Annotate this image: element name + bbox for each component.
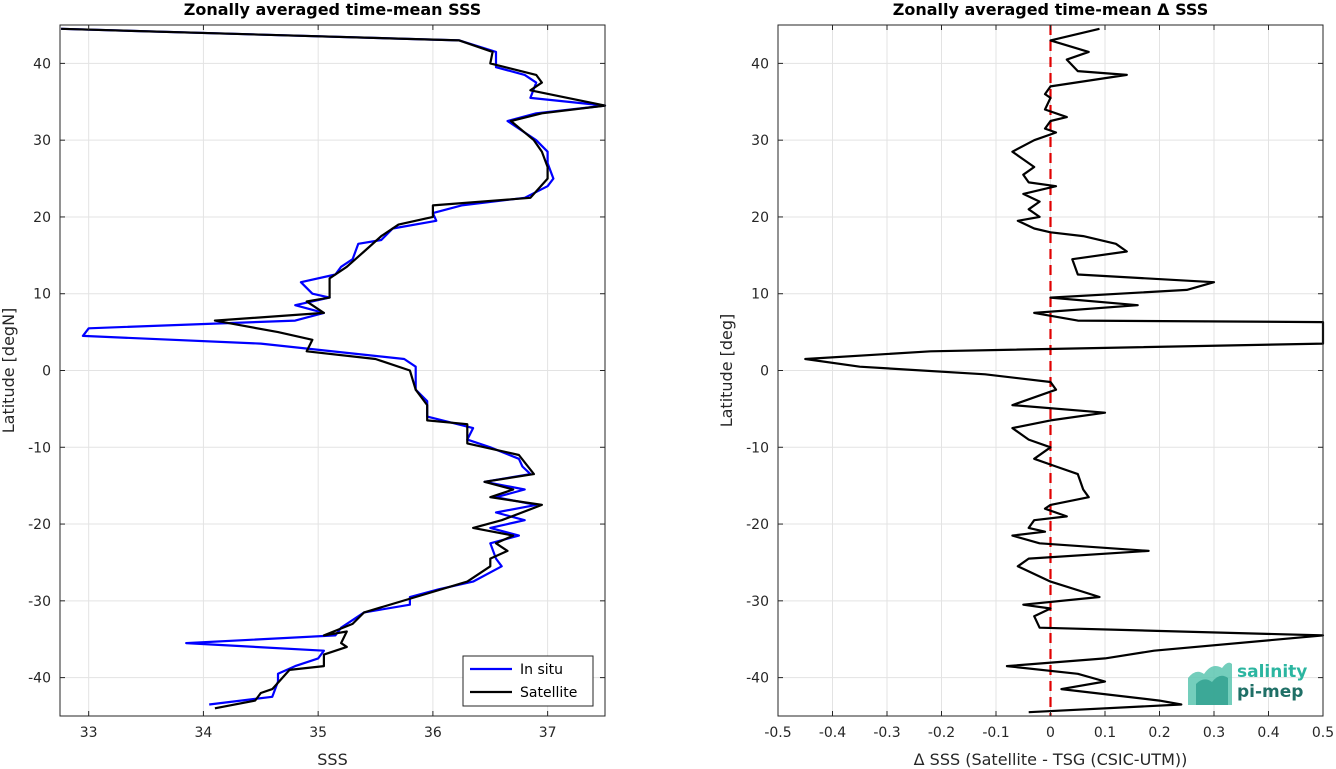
right-y-tick-label: -20 [746,517,769,533]
right-y-tick-label: 10 [751,287,769,303]
left-x-tick-label: 36 [424,725,442,741]
right-x-tick-label: -0.4 [819,725,846,741]
left-x-tick-label: 33 [80,725,98,741]
right-x-tick-label: 0.1 [1094,725,1116,741]
left-x-axis-label: SSS [317,750,347,769]
right-y-tick-label: -30 [746,594,769,610]
right-chart: -0.5 -0.4 -0.3 -0.2 -0.1 0 0.1 0.2 0.3 0.4 0.5 -40… [717,0,1334,769]
legend-insitu-label: In situ [520,662,563,678]
right-x-tick-label: -0.3 [873,725,900,741]
left-x-tick-label: 35 [309,725,327,741]
right-y-axis-label: Latitude [deg] [717,314,736,428]
left-y-tick-label: -40 [28,671,51,687]
left-y-tick-label: 10 [33,287,51,303]
right-x-axis-label: Δ SSS (Satellite - TSG (CSIC-UTM)) [914,750,1188,769]
right-x-tick-label: 0.2 [1148,725,1170,741]
right-x-ticks: -0.5 -0.4 -0.3 -0.2 -0.1 0 0.1 0.2 0.3 0.4 0.5 [764,25,1334,741]
right-y-tick-label: 30 [751,133,769,149]
left-y-axis-label: Latitude [degN] [0,308,18,434]
left-y-tick-label: 20 [33,210,51,226]
left-series-group [61,27,607,710]
left-grid [60,25,605,716]
right-y-tick-label: -40 [746,671,769,687]
legend-box [462,655,594,707]
legend-satellite-label: Satellite [520,685,577,701]
left-series-line-satellite [61,27,607,710]
left-y-ticks: -40 -30 -20 -10 0 10 20 30 40 [28,56,605,687]
right-series-group [804,25,1325,716]
logo-line2: pi-mep [1237,682,1303,702]
right-y-tick-label: 40 [751,56,769,72]
right-chart-title: Zonally averaged time-mean Δ SSS [893,0,1209,19]
left-y-tick-label: -30 [28,594,51,610]
right-x-tick-label: -0.2 [928,725,955,741]
left-chart-title: Zonally averaged time-mean SSS [184,0,482,19]
right-x-tick-label: 0 [1046,725,1055,741]
left-y-tick-label: 40 [33,56,51,72]
logo-wave-mark-2 [1196,675,1228,705]
right-y-tick-label: -10 [746,440,769,456]
left-x-tick-label: 34 [195,725,213,741]
right-x-tick-label: -0.1 [982,725,1009,741]
salinity-pimep-logo: salinity pi-mep [1188,662,1307,705]
logo-line1: salinity [1237,662,1307,682]
left-y-tick-label: -20 [28,517,51,533]
right-series-line-0 [804,27,1325,714]
left-x-tick-label: 37 [539,725,557,741]
right-x-tick-label: 0.3 [1203,725,1225,741]
legend: In situ Satellite [462,655,594,707]
left-chart: 33 34 35 36 37 -40 -30 -20 -10 0 10 20 30 40 Zonally… [0,0,607,769]
left-y-tick-label: -10 [28,440,51,456]
right-x-tick-label: 0.5 [1312,725,1334,741]
right-x-tick-label: -0.5 [764,725,791,741]
left-x-ticks: 33 34 35 36 37 [80,25,557,741]
right-y-tick-label: 0 [760,364,769,380]
right-y-ticks: -40 -30 -20 -10 0 10 20 30 40 [746,56,1323,687]
left-y-tick-label: 0 [42,364,51,380]
left-y-tick-label: 30 [33,133,51,149]
right-x-tick-label: 0.4 [1257,725,1279,741]
right-y-tick-label: 20 [751,210,769,226]
